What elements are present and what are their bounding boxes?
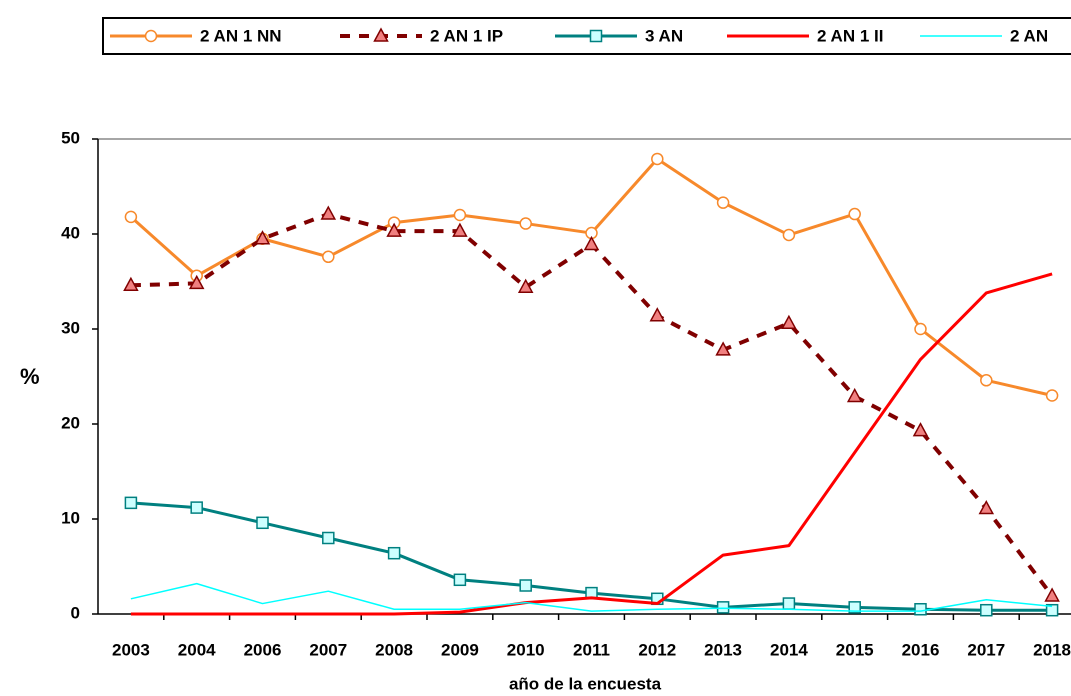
- legend-marker: [589, 29, 603, 43]
- point: [715, 341, 731, 356]
- point: [912, 422, 929, 437]
- point: [583, 235, 600, 251]
- y-tick-label: 40: [61, 223, 80, 242]
- point: [256, 516, 269, 530]
- x-tick-label: 2011: [573, 640, 610, 659]
- x-tick-label: 2014: [770, 640, 808, 659]
- point: [914, 322, 927, 336]
- point: [914, 603, 927, 616]
- x-tick-label: 2004: [178, 640, 216, 659]
- point: [453, 573, 467, 587]
- point: [322, 250, 335, 264]
- x-tick-label: 2008: [375, 640, 413, 659]
- point: [320, 205, 337, 220]
- point: [651, 152, 664, 166]
- point: [980, 603, 993, 617]
- point: [1045, 603, 1059, 617]
- point: [848, 601, 861, 614]
- y-tick-label: 50: [61, 128, 80, 147]
- point: [980, 374, 993, 387]
- point: [846, 387, 863, 403]
- x-tick-label: 2007: [309, 640, 347, 659]
- series-line: [129, 157, 1053, 397]
- point: [254, 230, 271, 245]
- point: [978, 499, 995, 515]
- y-tick-label: 0: [71, 603, 80, 622]
- point: [848, 207, 861, 221]
- point: [387, 546, 401, 560]
- point: [452, 222, 468, 237]
- x-tick-label: 2009: [441, 640, 479, 659]
- x-tick-label: 2015: [836, 640, 874, 659]
- point: [716, 601, 730, 614]
- legend-label: 2 AN 1 II: [817, 26, 883, 45]
- point: [322, 531, 335, 545]
- point: [386, 222, 402, 237]
- y-axis-label: %: [20, 364, 40, 389]
- x-tick-label: 2016: [902, 640, 940, 659]
- series-line: [130, 582, 1053, 612]
- x-tick-label: 2018: [1033, 640, 1071, 659]
- legend-label: 2 AN 1 IP: [430, 26, 503, 45]
- point: [124, 210, 138, 224]
- x-tick-label: 2013: [704, 640, 742, 659]
- legend-label: 2 AN 1 NN: [200, 26, 282, 45]
- point: [519, 579, 532, 592]
- x-axis-label: año de la encuesta: [509, 674, 662, 693]
- x-tick-label: 2012: [638, 640, 676, 659]
- point: [782, 228, 796, 242]
- y-tick-label: 10: [61, 508, 80, 527]
- point: [124, 496, 138, 510]
- legend-marker: [373, 27, 389, 42]
- point: [519, 217, 532, 230]
- x-tick-label: 2017: [967, 640, 1005, 659]
- x-tick-label: 2003: [112, 640, 150, 659]
- legend-label: 3 AN: [645, 26, 683, 45]
- y-tick-label: 20: [61, 413, 80, 432]
- legend-marker: [144, 29, 158, 43]
- point: [123, 276, 139, 292]
- series-line: [130, 212, 1054, 598]
- series-line: [130, 272, 1053, 616]
- point: [782, 597, 796, 610]
- point: [453, 208, 467, 222]
- point: [190, 501, 203, 514]
- point: [517, 278, 534, 293]
- point: [1044, 587, 1060, 602]
- y-tick-label: 30: [61, 318, 80, 337]
- x-tick-label: 2010: [507, 640, 545, 659]
- point: [188, 274, 205, 290]
- legend-label: 2 AN: [1010, 26, 1048, 45]
- point: [1045, 389, 1059, 402]
- x-tick-label: 2006: [244, 640, 282, 659]
- point: [716, 196, 730, 209]
- point: [649, 307, 666, 322]
- point: [781, 314, 797, 330]
